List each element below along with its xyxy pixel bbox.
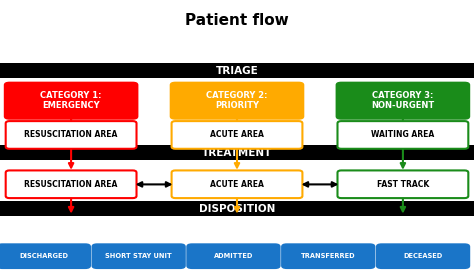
Text: ADMITTED: ADMITTED [214, 253, 253, 259]
FancyBboxPatch shape [0, 145, 474, 160]
Text: FAST TRACK: FAST TRACK [377, 180, 429, 189]
Text: CATEGORY 2:
PRIORITY: CATEGORY 2: PRIORITY [206, 91, 268, 110]
FancyBboxPatch shape [186, 243, 281, 269]
Text: DISPOSITION: DISPOSITION [199, 204, 275, 214]
FancyBboxPatch shape [0, 63, 474, 78]
FancyBboxPatch shape [172, 121, 302, 149]
Text: TRANSFERRED: TRANSFERRED [301, 253, 356, 259]
Text: DISCHARGED: DISCHARGED [19, 253, 68, 259]
Text: TREATMENT: TREATMENT [202, 148, 272, 158]
Text: WAITING AREA: WAITING AREA [371, 130, 435, 139]
Text: RESUSCITATION AREA: RESUSCITATION AREA [25, 130, 118, 139]
FancyBboxPatch shape [0, 201, 474, 216]
FancyBboxPatch shape [6, 121, 137, 149]
FancyBboxPatch shape [170, 82, 304, 120]
FancyBboxPatch shape [336, 82, 470, 120]
Text: CATEGORY 3:
NON-URGENT: CATEGORY 3: NON-URGENT [371, 91, 435, 110]
Text: CATEGORY 1:
EMERGENCY: CATEGORY 1: EMERGENCY [40, 91, 102, 110]
FancyBboxPatch shape [337, 121, 468, 149]
FancyBboxPatch shape [337, 170, 468, 198]
FancyBboxPatch shape [4, 82, 138, 120]
FancyBboxPatch shape [91, 243, 186, 269]
Text: ACUTE AREA: ACUTE AREA [210, 180, 264, 189]
FancyBboxPatch shape [376, 243, 470, 269]
Text: SHORT STAY UNIT: SHORT STAY UNIT [105, 253, 172, 259]
Text: Patient flow: Patient flow [185, 13, 289, 28]
Text: ACUTE AREA: ACUTE AREA [210, 130, 264, 139]
Text: RESUSCITATION AREA: RESUSCITATION AREA [25, 180, 118, 189]
FancyBboxPatch shape [281, 243, 375, 269]
Text: TRIAGE: TRIAGE [216, 65, 258, 76]
FancyBboxPatch shape [172, 170, 302, 198]
FancyBboxPatch shape [0, 243, 91, 269]
FancyBboxPatch shape [6, 170, 137, 198]
Text: DECEASED: DECEASED [403, 253, 443, 259]
